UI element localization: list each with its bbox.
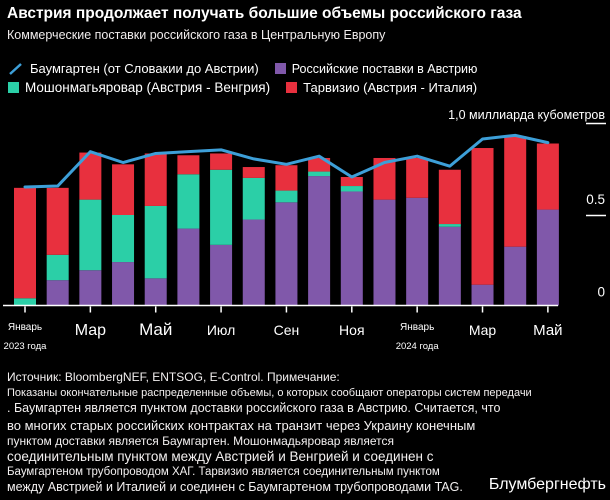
chart-svg: Январь 2023 года Мар Май Июл Сен Ноя Январь 2024… (3, 108, 606, 352)
bar-segment-red-0 (14, 187, 36, 299)
footer-line: Баумгартеном трубопроводом ХАГ. Тарвизио… (7, 466, 440, 478)
bar-segment-teal-1 (46, 254, 69, 281)
x-axis-label: Мар (469, 322, 497, 338)
source-note: Источник: BloombergNEF, ENTSOG, E-Contro… (7, 368, 603, 495)
x-axis-sublabel: 2023 года (4, 341, 48, 352)
bar-segment-purple-8 (275, 202, 298, 306)
legend-label: Баумгартен (от Словакии до Австрии) (30, 61, 259, 76)
x-axis-label: Сен (274, 322, 300, 338)
footer-line: между Австрией и Италией и соединен с Ба… (7, 479, 463, 494)
bar-segment-teal-2 (79, 199, 102, 271)
bar-segment-red-11 (373, 157, 396, 200)
footer-line: соединительным пунктом между Австрией и … (7, 448, 434, 464)
bar-segment-red-16 (536, 143, 559, 210)
bar-segment-red-7 (242, 167, 265, 178)
footer-line: . Баумгартен является пунктом доставки р… (7, 401, 501, 415)
bar-segment-teal-13 (438, 224, 461, 227)
bar-segment-purple-9 (308, 176, 331, 306)
bar-segment-purple-16 (536, 209, 559, 306)
bar-segment-teal-6 (210, 169, 233, 245)
chart-subtitle: Коммерческие поставки российского газа в… (7, 28, 386, 42)
bar-segment-red-12 (406, 157, 429, 198)
bar-segment-red-14 (471, 148, 494, 285)
bar-segment-purple-4 (144, 278, 167, 306)
bar-segment-red-13 (438, 169, 461, 225)
y-axis-unit-label: 1,0 миллиарда кубометров (448, 108, 605, 122)
bar-segment-purple-15 (504, 246, 527, 306)
footer-line: Показаны окончательные распределенные об… (7, 387, 532, 399)
legend-item-mosonmagyarovar: Мошонмагьяровар (Австрия - Венгрия) (8, 80, 270, 95)
y-axis-label-0-5: 0.5 (586, 192, 605, 207)
footer-line: во многих старых российских контрактах н… (7, 417, 476, 433)
bar-segment-red-15 (504, 136, 527, 247)
bar-segment-purple-1 (46, 280, 69, 306)
bar-segment-red-3 (112, 164, 135, 215)
bar-segment-red-2 (79, 152, 102, 200)
bar-segment-purple-12 (406, 197, 429, 306)
footer-line: Источник: BloombergNEF, ENTSOG, E-Contro… (7, 370, 340, 384)
legend-label: Тарвизио (Австрия - Италия) (303, 80, 478, 95)
footer-line: пунктом доставки является Баумгартен. Мо… (7, 433, 395, 448)
x-axis-label: Май (139, 320, 172, 339)
legend-row-2: Мошонмагьяровар (Австрия - Венгрия) Тарв… (8, 78, 608, 97)
bar-segment-teal-0 (14, 298, 36, 306)
bar-segment-red-4 (144, 153, 167, 206)
legend-label: Мошонмагьяровар (Австрия - Венгрия) (25, 80, 271, 95)
bar-segment-red-8 (275, 165, 298, 191)
bar-segment-purple-14 (471, 284, 494, 306)
bar-segment-purple-13 (438, 226, 461, 306)
teal-square-icon (8, 82, 19, 93)
x-axis-label: Ноя (339, 322, 364, 338)
legend-item-tarvisio: Тарвизио (Австрия - Италия) (286, 80, 477, 95)
legend-item-baumgarten: Баумгартен (от Словакии до Австрии) (8, 61, 259, 76)
bar-segment-teal-4 (144, 205, 167, 279)
bar-segment-teal-10 (340, 186, 363, 192)
x-axis-sublabel: 2024 года (396, 341, 440, 352)
bar-segment-purple-2 (79, 270, 102, 306)
x-axis-label: Январь (400, 322, 434, 333)
bar-segment-red-5 (177, 155, 200, 175)
legend-row-1: Баумгартен (от Словакии до Австрии) Росс… (8, 59, 608, 78)
page-title: Австрия продолжает получать большие объе… (7, 5, 522, 22)
bar-segment-purple-11 (373, 199, 396, 306)
bar-segment-red-10 (340, 176, 363, 187)
bar-segment-purple-3 (112, 262, 135, 306)
bar-segment-purple-7 (242, 219, 265, 306)
line-swatch-icon (9, 62, 22, 75)
bar-segment-red-1 (46, 187, 69, 255)
x-axis-label: Май (533, 322, 562, 339)
x-axis-label: Январь (8, 322, 42, 333)
baumgarten-line-series (23, 133, 550, 189)
legend: Баумгартен (от Словакии до Австрии) Росс… (8, 59, 608, 97)
bar-segment-teal-9 (308, 171, 331, 177)
y-axis-label-0: 0 (597, 285, 605, 300)
red-square-icon (286, 82, 298, 93)
bar-segment-purple-5 (177, 228, 200, 306)
purple-square-icon (274, 63, 286, 74)
legend-item-russian-deliveries: Российские поставки в Австрию (274, 61, 478, 76)
bar-segment-purple-10 (340, 191, 363, 306)
bar-segment-teal-5 (177, 174, 200, 229)
brand-wordmark: Блумбергнефть (488, 476, 606, 493)
bar-segment-teal-8 (275, 190, 298, 203)
x-axis-label: Мар (75, 322, 106, 339)
bar-segment-purple-6 (210, 244, 233, 306)
legend-label: Российские поставки в Австрию (291, 61, 478, 76)
bar-segment-teal-7 (242, 177, 265, 220)
bar-segment-red-6 (210, 153, 233, 170)
bar-segment-teal-3 (112, 215, 135, 263)
x-axis-label: Июл (207, 322, 235, 338)
